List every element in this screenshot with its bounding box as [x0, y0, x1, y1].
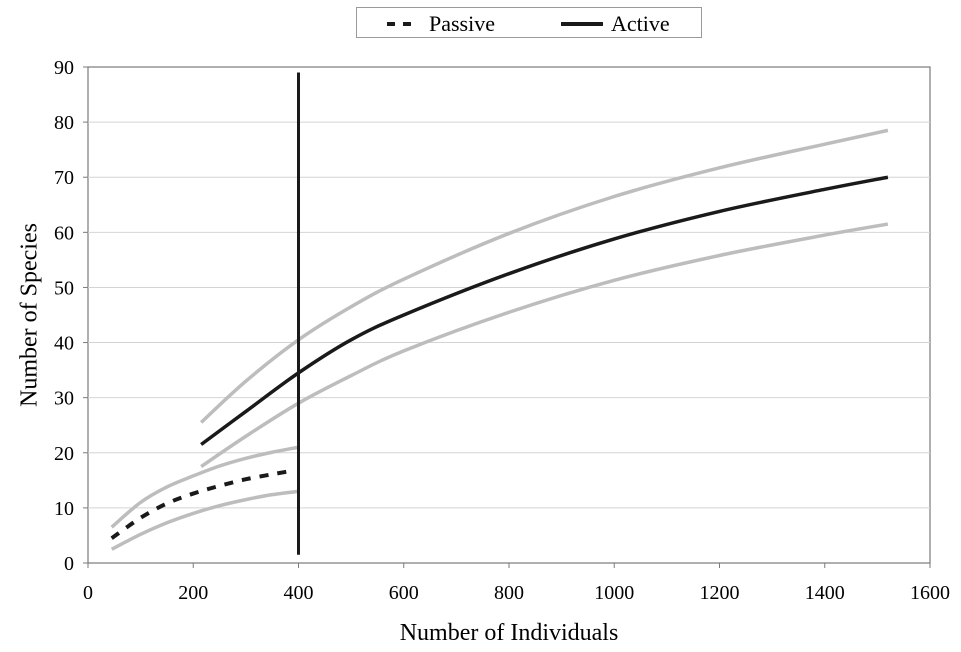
legend-item-active: Active — [561, 8, 670, 39]
y-axis-title: Number of Species — [16, 223, 43, 407]
series-line-active-upper-bound — [199, 128, 889, 424]
legend-label-passive: Passive — [429, 11, 495, 36]
y-tick-label: 20 — [54, 443, 74, 465]
y-tick-label: 80 — [54, 112, 74, 134]
series-lines — [110, 128, 889, 551]
y-tick-label: 30 — [54, 388, 74, 410]
legend-swatch-active — [561, 21, 603, 26]
x-axis-title: Number of Individuals — [399, 620, 619, 646]
legend-swatch-passive — [387, 21, 419, 26]
x-tick-label: 200 — [178, 582, 208, 604]
x-tick-label: 400 — [284, 582, 314, 604]
series-line-active — [200, 175, 889, 446]
x-tick-label: 1000 — [594, 582, 634, 604]
y-tick-label: 50 — [54, 277, 74, 299]
x-tick-label: 600 — [389, 582, 419, 604]
y-tick-label: 40 — [54, 333, 74, 355]
x-tick-label: 0 — [83, 582, 93, 604]
series-line-passive — [110, 469, 289, 540]
legend: Passive Active — [356, 7, 702, 38]
y-tick-label: 60 — [54, 222, 74, 244]
series-line-active-lower-bound — [200, 222, 889, 469]
series-line-passive-lower-bound — [110, 489, 299, 551]
legend-item-passive: Passive — [385, 8, 495, 39]
series-line-passive-upper-bound — [110, 445, 299, 529]
y-tick-label: 10 — [54, 498, 74, 520]
x-tick-label: 800 — [494, 582, 524, 604]
tick-labels: 0 10 20 30 40 50 60 70 80 90 0 200 400 600 800 1000 1200… — [54, 57, 950, 604]
x-tick-label: 1400 — [805, 582, 845, 604]
y-tick-label: 70 — [54, 167, 74, 189]
y-tick-label: 90 — [54, 57, 74, 79]
x-tick-label: 1600 — [910, 582, 950, 604]
y-tick-label: 0 — [64, 553, 74, 575]
plot-frame — [87, 66, 931, 564]
x-tick-label: 1200 — [700, 582, 740, 604]
legend-label-active: Active — [611, 11, 670, 36]
